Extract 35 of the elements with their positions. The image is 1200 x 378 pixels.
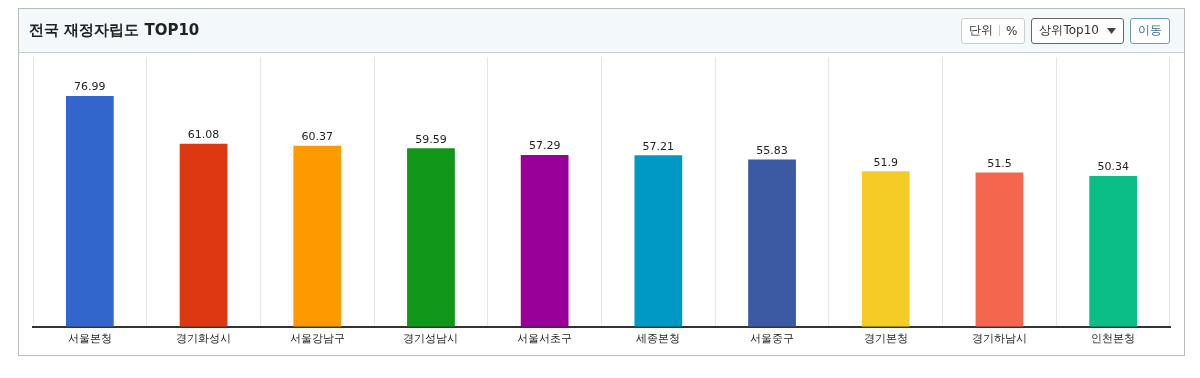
- bar: [293, 145, 342, 327]
- bar: [634, 155, 683, 327]
- bar: [975, 172, 1024, 327]
- x-tick-label: 세종본청: [636, 332, 681, 346]
- x-tick-label: 서울본청: [67, 332, 112, 346]
- x-tick-label: 경기화성시: [176, 332, 232, 346]
- bar: [520, 155, 569, 327]
- data-label: 76.99: [74, 80, 106, 94]
- text: 단위: [969, 22, 994, 39]
- bar: [748, 159, 796, 327]
- data-label: 61.08: [187, 128, 220, 142]
- bar: [179, 143, 228, 327]
- bar: [1089, 175, 1138, 327]
- data-label: 50.34: [1097, 160, 1129, 174]
- x-tick-label: 서울서초구: [517, 332, 573, 346]
- x-tick-label: 경기성남시: [403, 332, 459, 346]
- x-tick-label: 서울중구: [750, 332, 795, 346]
- x-tick-label: 서울강남구: [289, 332, 345, 346]
- data-label: 55.83: [756, 143, 788, 157]
- text: 상위Top10: [1039, 22, 1099, 39]
- x-tick-label: 인천본청: [1091, 332, 1136, 346]
- data-label: 57.29: [528, 139, 561, 153]
- data-label: 51.5: [987, 156, 1012, 170]
- bar: [407, 148, 455, 327]
- chart-title: 전국 재정자립도 TOP10: [29, 21, 200, 40]
- bar: [65, 96, 114, 327]
- x-tick-label: 경기본청: [863, 332, 908, 346]
- data-label: 51.9: [873, 155, 898, 169]
- data-label: 57.21: [642, 139, 675, 153]
- bar: [861, 171, 910, 327]
- x-tick-label: 경기하남시: [971, 332, 1027, 346]
- data-label: 60.37: [301, 130, 333, 144]
- text: 이동: [1130, 17, 1170, 44]
- text: %: [1006, 23, 1018, 38]
- data-label: 59.59: [415, 132, 447, 146]
